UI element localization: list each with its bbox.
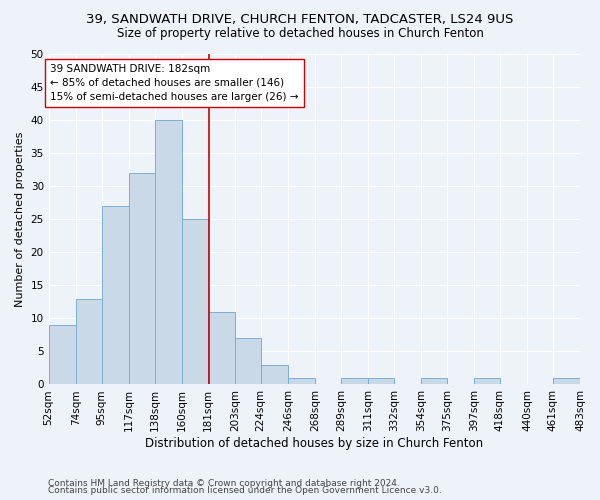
Bar	[155, 120, 182, 384]
Bar	[553, 378, 580, 384]
Bar	[288, 378, 315, 384]
Bar	[208, 312, 235, 384]
Text: Size of property relative to detached houses in Church Fenton: Size of property relative to detached ho…	[116, 28, 484, 40]
Text: Contains HM Land Registry data © Crown copyright and database right 2024.: Contains HM Land Registry data © Crown c…	[48, 478, 400, 488]
Bar	[421, 378, 447, 384]
Bar	[261, 364, 288, 384]
Bar	[235, 338, 261, 384]
Text: Contains public sector information licensed under the Open Government Licence v3: Contains public sector information licen…	[48, 486, 442, 495]
Bar	[474, 378, 500, 384]
Bar	[182, 219, 208, 384]
Text: 39 SANDWATH DRIVE: 182sqm
← 85% of detached houses are smaller (146)
15% of semi: 39 SANDWATH DRIVE: 182sqm ← 85% of detac…	[50, 64, 298, 102]
Bar	[341, 378, 368, 384]
Y-axis label: Number of detached properties: Number of detached properties	[15, 132, 25, 307]
Text: 39, SANDWATH DRIVE, CHURCH FENTON, TADCASTER, LS24 9US: 39, SANDWATH DRIVE, CHURCH FENTON, TADCA…	[86, 12, 514, 26]
Bar	[49, 325, 76, 384]
Bar	[76, 298, 101, 384]
Bar	[368, 378, 394, 384]
Bar	[129, 173, 155, 384]
X-axis label: Distribution of detached houses by size in Church Fenton: Distribution of detached houses by size …	[145, 437, 484, 450]
Bar	[101, 206, 129, 384]
